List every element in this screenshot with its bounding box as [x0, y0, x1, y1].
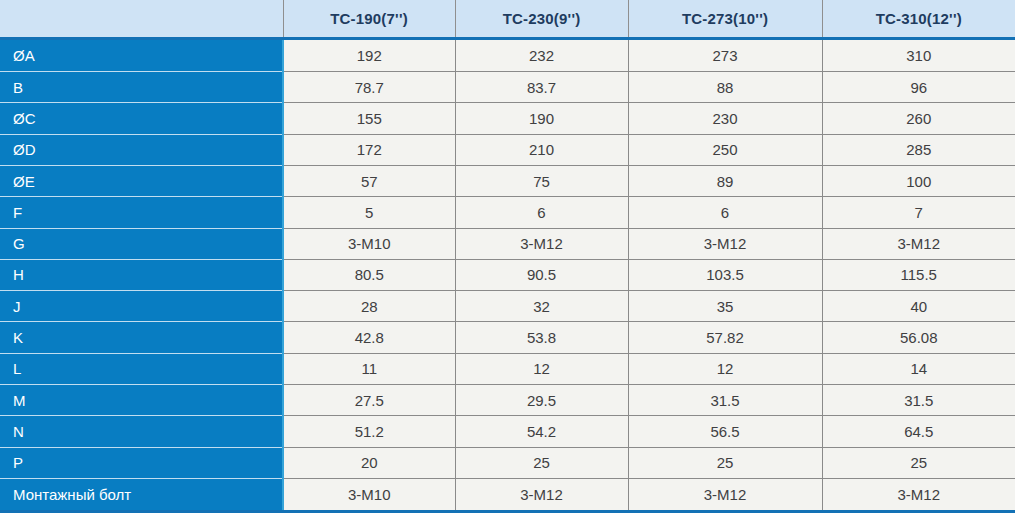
cell-value: 64.5 — [822, 416, 1015, 447]
cell-value: 78.7 — [283, 72, 455, 103]
cell-value: 230 — [628, 103, 822, 134]
row-label: F — [0, 197, 283, 228]
cell-value: 32 — [455, 291, 628, 322]
cell-value: 29.5 — [455, 385, 628, 416]
table-row: K42.853.857.8256.08 — [0, 322, 1015, 353]
cell-value: 90.5 — [455, 259, 628, 290]
cell-value: 232 — [455, 39, 628, 72]
table-row: J28323540 — [0, 291, 1015, 322]
cell-value: 5 — [283, 197, 455, 228]
spec-table: TC-190(7'') TC-230(9'') TC-273(10'') TC-… — [0, 0, 1015, 513]
cell-value: 51.2 — [283, 416, 455, 447]
cell-value: 210 — [455, 134, 628, 165]
cell-value: 80.5 — [283, 259, 455, 290]
column-header-tc230: TC-230(9'') — [455, 0, 628, 39]
table-row: Монтажный болт3-M103-M123-M123-M12 — [0, 478, 1015, 511]
table-row: B78.783.78896 — [0, 72, 1015, 103]
cell-value: 75 — [455, 165, 628, 196]
spec-table-body: ØA192232273310B78.783.78896ØC15519023026… — [0, 39, 1015, 512]
cell-value: 192 — [283, 39, 455, 72]
cell-value: 3-M10 — [283, 478, 455, 511]
cell-value: 53.8 — [455, 322, 628, 353]
cell-value: 3-M12 — [455, 228, 628, 259]
cell-value: 35 — [628, 291, 822, 322]
column-header-tc190: TC-190(7'') — [283, 0, 455, 39]
table-row: F5667 — [0, 197, 1015, 228]
table-row: L11121214 — [0, 353, 1015, 384]
cell-value: 28 — [283, 291, 455, 322]
cell-value: 6 — [628, 197, 822, 228]
cell-value: 155 — [283, 103, 455, 134]
cell-value: 3-M12 — [822, 228, 1015, 259]
cell-value: 11 — [283, 353, 455, 384]
cell-value: 25 — [455, 447, 628, 478]
table-row: ØE577589100 — [0, 165, 1015, 196]
cell-value: 3-M12 — [628, 228, 822, 259]
cell-value: 285 — [822, 134, 1015, 165]
cell-value: 100 — [822, 165, 1015, 196]
cell-value: 57.82 — [628, 322, 822, 353]
column-header-blank — [0, 0, 283, 39]
cell-value: 31.5 — [628, 385, 822, 416]
cell-value: 57 — [283, 165, 455, 196]
cell-value: 172 — [283, 134, 455, 165]
cell-value: 3-M10 — [283, 228, 455, 259]
cell-value: 25 — [628, 447, 822, 478]
cell-value: 260 — [822, 103, 1015, 134]
row-label: H — [0, 259, 283, 290]
cell-value: 14 — [822, 353, 1015, 384]
cell-value: 89 — [628, 165, 822, 196]
row-label: ØC — [0, 103, 283, 134]
row-label: N — [0, 416, 283, 447]
row-label: G — [0, 228, 283, 259]
cell-value: 31.5 — [822, 385, 1015, 416]
table-row: M27.529.531.531.5 — [0, 385, 1015, 416]
row-label: ØA — [0, 39, 283, 72]
cell-value: 250 — [628, 134, 822, 165]
cell-value: 27.5 — [283, 385, 455, 416]
row-label: M — [0, 385, 283, 416]
table-row: N51.254.256.564.5 — [0, 416, 1015, 447]
table-row: G3-M103-M123-M123-M12 — [0, 228, 1015, 259]
row-label: B — [0, 72, 283, 103]
cell-value: 12 — [628, 353, 822, 384]
cell-value: 88 — [628, 72, 822, 103]
table-row: P20252525 — [0, 447, 1015, 478]
cell-value: 3-M12 — [455, 478, 628, 511]
row-label: P — [0, 447, 283, 478]
cell-value: 103.5 — [628, 259, 822, 290]
spec-table-header: TC-190(7'') TC-230(9'') TC-273(10'') TC-… — [0, 0, 1015, 39]
cell-value: 310 — [822, 39, 1015, 72]
header-row: TC-190(7'') TC-230(9'') TC-273(10'') TC-… — [0, 0, 1015, 39]
row-label: J — [0, 291, 283, 322]
cell-value: 20 — [283, 447, 455, 478]
cell-value: 40 — [822, 291, 1015, 322]
column-header-tc310: TC-310(12'') — [822, 0, 1015, 39]
row-label: K — [0, 322, 283, 353]
cell-value: 190 — [455, 103, 628, 134]
cell-value: 96 — [822, 72, 1015, 103]
cell-value: 6 — [455, 197, 628, 228]
cell-value: 12 — [455, 353, 628, 384]
row-label: Монтажный болт — [0, 478, 283, 511]
cell-value: 3-M12 — [822, 478, 1015, 511]
cell-value: 115.5 — [822, 259, 1015, 290]
cell-value: 3-M12 — [628, 478, 822, 511]
table-row: ØD172210250285 — [0, 134, 1015, 165]
row-label: ØD — [0, 134, 283, 165]
table-row: H80.590.5103.5115.5 — [0, 259, 1015, 290]
cell-value: 54.2 — [455, 416, 628, 447]
column-header-tc273: TC-273(10'') — [628, 0, 822, 39]
table-row: ØC155190230260 — [0, 103, 1015, 134]
cell-value: 42.8 — [283, 322, 455, 353]
row-label: ØE — [0, 165, 283, 196]
table-row: ØA192232273310 — [0, 39, 1015, 72]
cell-value: 7 — [822, 197, 1015, 228]
cell-value: 56.5 — [628, 416, 822, 447]
cell-value: 273 — [628, 39, 822, 72]
row-label: L — [0, 353, 283, 384]
cell-value: 83.7 — [455, 72, 628, 103]
cell-value: 56.08 — [822, 322, 1015, 353]
cell-value: 25 — [822, 447, 1015, 478]
